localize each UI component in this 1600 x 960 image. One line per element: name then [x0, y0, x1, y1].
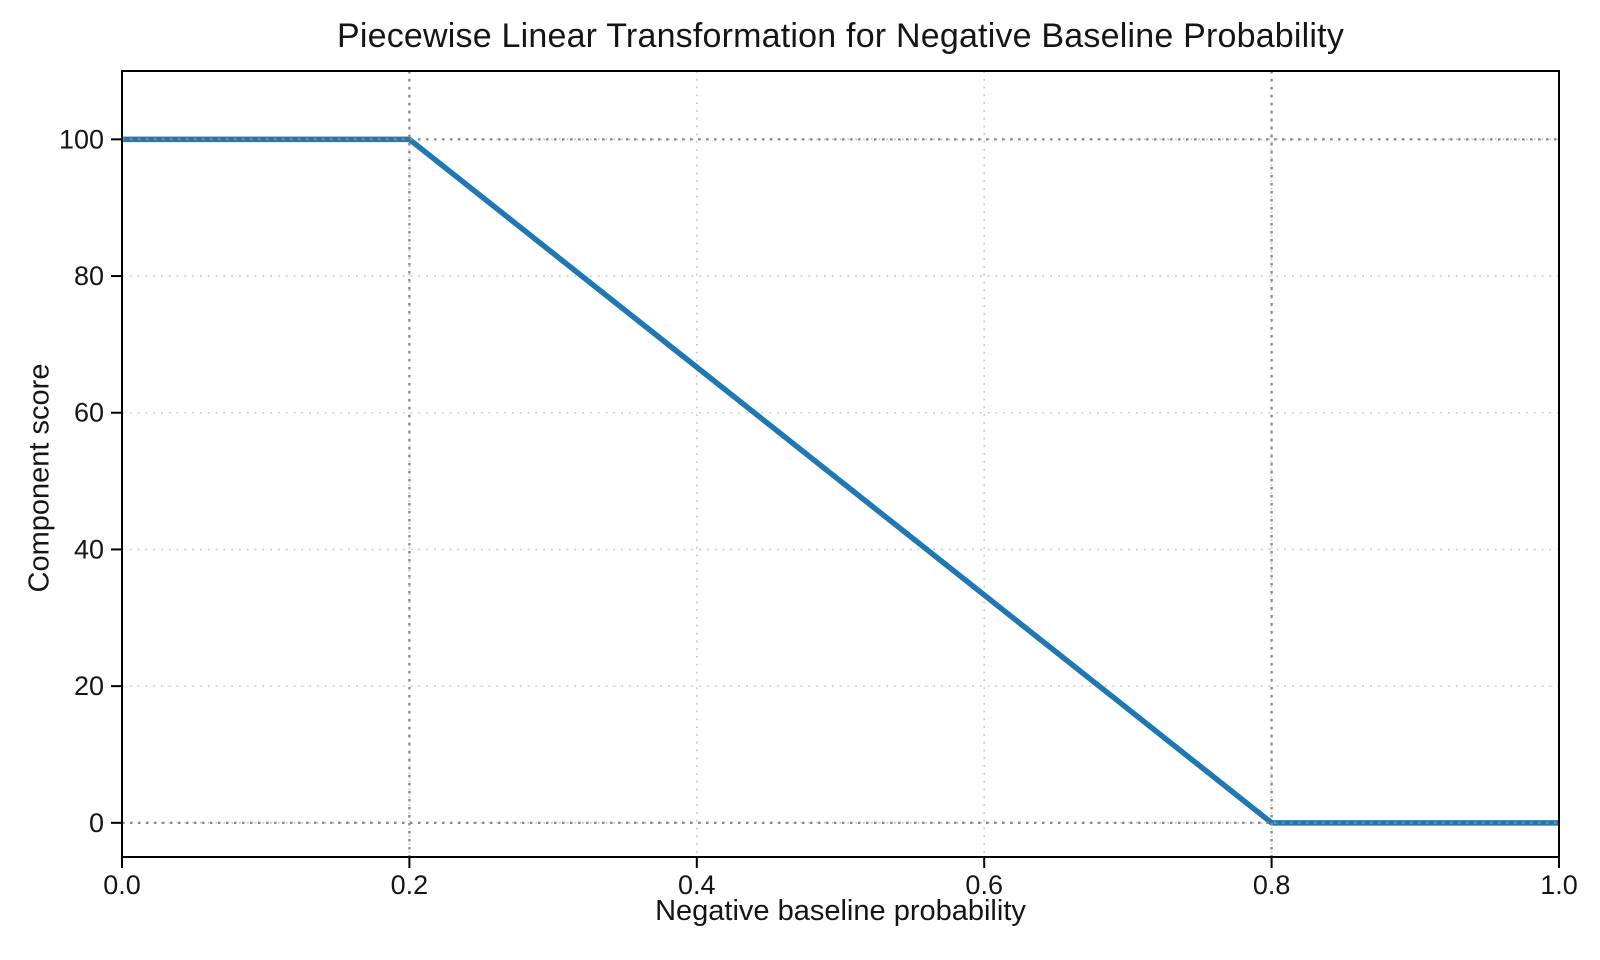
x-tick-label: 0.8	[1253, 870, 1291, 900]
chart-title: Piecewise Linear Transformation for Nega…	[336, 17, 1345, 55]
y-tick-label: 100	[59, 124, 104, 154]
x-axis-label: Negative baseline probability	[655, 895, 1026, 927]
x-tick-label: 0.2	[391, 870, 429, 900]
x-tick-label: 1.0	[1540, 870, 1578, 900]
y-tick-label: 40	[74, 534, 104, 564]
y-tick-label: 80	[74, 261, 104, 291]
x-tick-label: 0.4	[678, 870, 716, 900]
y-tick-label: 60	[74, 398, 104, 428]
x-tick-label: 0.0	[103, 870, 141, 900]
y-tick-label: 0	[89, 808, 104, 838]
x-tick-label: 0.6	[965, 870, 1003, 900]
y-tick-label: 20	[74, 671, 104, 701]
axes-spines	[121, 70, 1560, 858]
series-line-component_score	[122, 136, 1559, 826]
